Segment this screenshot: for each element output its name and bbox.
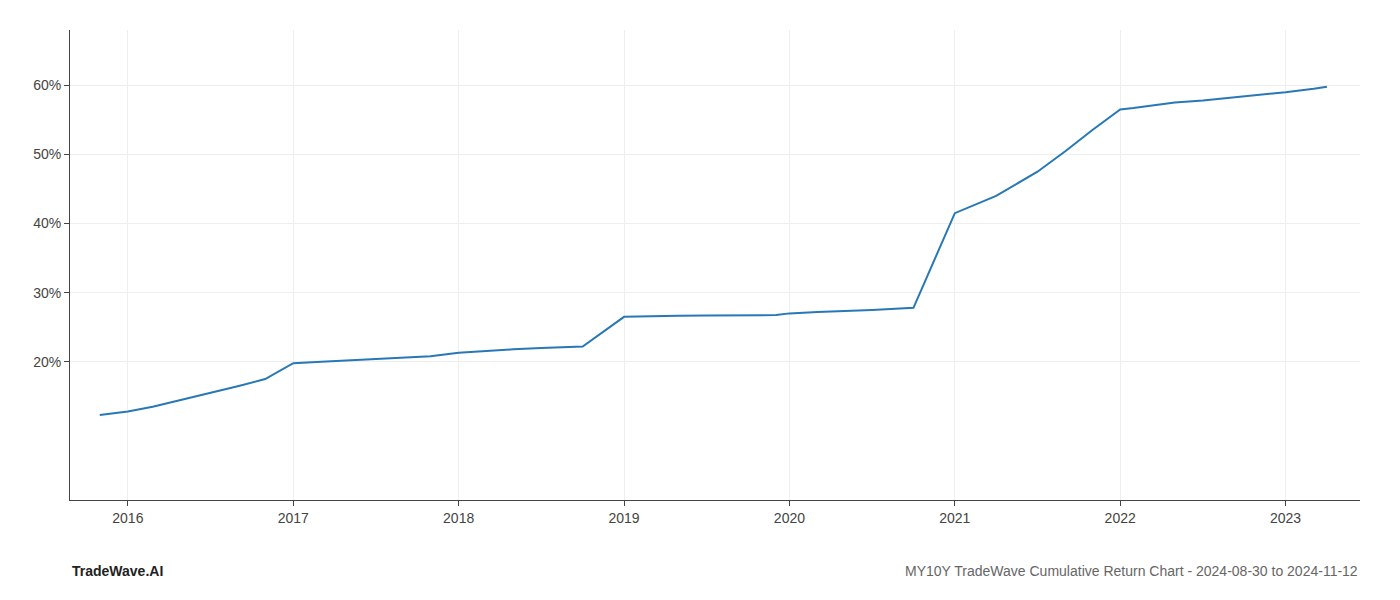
svg-text:2022: 2022 [1105,510,1136,526]
svg-text:2021: 2021 [939,510,970,526]
svg-text:60%: 60% [33,77,61,93]
svg-text:2016: 2016 [112,510,143,526]
svg-text:20%: 20% [33,354,61,370]
svg-text:2023: 2023 [1270,510,1301,526]
svg-text:30%: 30% [33,285,61,301]
svg-text:2020: 2020 [774,510,805,526]
svg-text:2019: 2019 [608,510,639,526]
svg-text:MY10Y TradeWave Cumulative Ret: MY10Y TradeWave Cumulative Return Chart … [905,563,1358,579]
svg-text:40%: 40% [33,215,61,231]
svg-text:50%: 50% [33,146,61,162]
svg-text:2018: 2018 [443,510,474,526]
svg-text:TradeWave.AI: TradeWave.AI [72,563,163,579]
svg-text:2017: 2017 [278,510,309,526]
